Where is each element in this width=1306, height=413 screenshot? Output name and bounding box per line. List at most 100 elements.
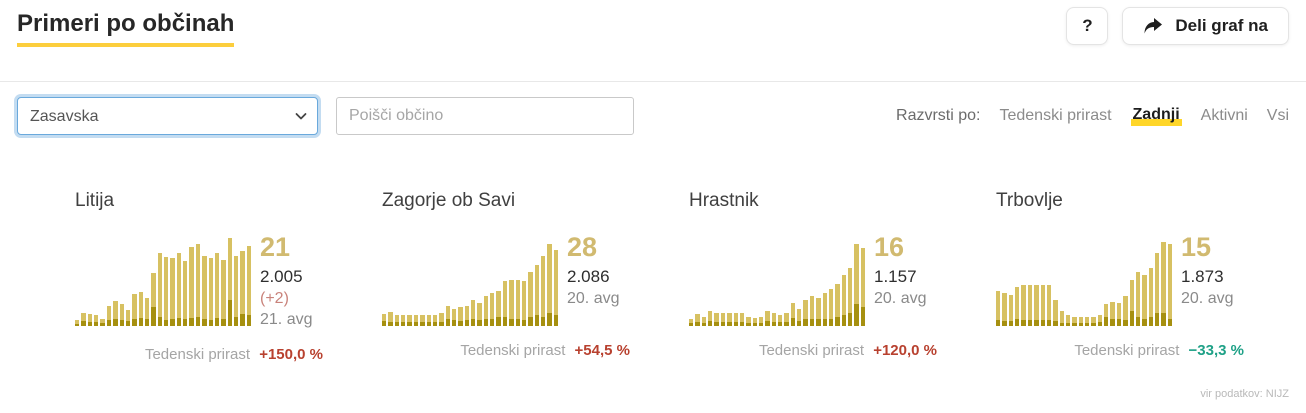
chart-bar (790, 302, 796, 326)
chart-bar-active-segment (382, 321, 387, 326)
chart-bar-active-segment (689, 323, 694, 326)
last-date: 20. avg (567, 290, 620, 308)
chart-bar (100, 318, 105, 326)
chart-bar-active-segment (528, 316, 533, 326)
cases-bar-chart[interactable] (996, 233, 1173, 326)
chart-bar (1027, 285, 1033, 326)
chart-bar-active-segment (708, 321, 713, 326)
chart-bar (221, 259, 226, 326)
chart-bar (854, 244, 859, 326)
chart-bar-active-segment (797, 321, 802, 326)
chart-bar (94, 314, 99, 326)
chart-bar (553, 249, 559, 326)
sort-group: Razvrsti po: Tedenski prirast Zadnji Akt… (896, 97, 1289, 135)
chart-bar (727, 312, 732, 326)
last-date: 21. avg (260, 311, 313, 329)
chart-bar (246, 246, 252, 326)
chart-bar-active-segment (540, 316, 546, 326)
chart-bar (407, 314, 412, 326)
cases-bar-chart[interactable] (382, 233, 559, 326)
chart-bar-active-segment (547, 312, 552, 326)
total-cases: 2.086 (567, 266, 610, 286)
sort-option-aktivni[interactable]: Aktivni (1200, 107, 1248, 124)
chart-bar (1135, 272, 1141, 326)
chart-bar-active-segment (394, 322, 400, 326)
chart-bar (233, 256, 239, 326)
chart-bar-active-segment (765, 321, 770, 326)
chart-bar (816, 298, 821, 326)
chart-bar (1002, 293, 1007, 326)
chart-bar (689, 318, 694, 326)
chart-bar-active-segment (803, 318, 808, 326)
chart-bar (1129, 279, 1134, 326)
chart-bar-active-segment (784, 322, 789, 326)
chart-bar-active-segment (746, 323, 751, 326)
trend-value: −33,3 % (1188, 342, 1244, 359)
chart-bar-active-segment (727, 322, 732, 326)
chart-bar-active-segment (496, 316, 501, 326)
card-info: 15 1.873 20. avg (1181, 232, 1234, 326)
chart-bar-active-segment (1059, 323, 1064, 326)
help-button[interactable]: ? (1066, 7, 1109, 45)
region-select[interactable]: Zasavska (17, 97, 318, 135)
municipality-card-zagorje-ob-savi: Zagorje ob Savi 28 2.086 20. avg Tedensk… (382, 190, 630, 363)
chart-bar (394, 314, 400, 326)
chart-bar-active-segment (1002, 321, 1007, 326)
municipality-title: Trbovlje (996, 190, 1063, 211)
trend-label: Tedenski prirast (144, 346, 251, 364)
sort-option-zadnji[interactable]: Zadnji (1130, 106, 1182, 126)
search-input[interactable] (336, 97, 634, 135)
trend-value: +120,0 % (873, 342, 937, 359)
total-cases: 1.873 (1181, 266, 1224, 286)
cases-bar-chart[interactable] (75, 233, 252, 326)
chart-bar-active-segment (847, 312, 853, 326)
chart-bar (119, 303, 124, 326)
card-footer: Tedenski prirast +150,0 % (75, 346, 323, 363)
chart-bar (822, 293, 827, 326)
chart-bar-active-segment (1154, 312, 1160, 326)
chart-bar-active-segment (828, 318, 834, 326)
chart-bar (413, 314, 419, 326)
chart-bar (189, 246, 194, 326)
chart-bar (521, 281, 527, 326)
chart-bar-active-segment (1085, 323, 1090, 326)
chart-bar (784, 312, 789, 326)
chart-bar (176, 252, 182, 326)
chart-bar-active-segment (521, 320, 527, 326)
chart-bar-active-segment (451, 320, 457, 326)
chart-bar (496, 290, 501, 326)
sort-label: Razvrsti po: (896, 107, 981, 124)
chart-bar-active-segment (426, 322, 431, 326)
chart-bar-active-segment (151, 307, 156, 326)
chart-bar (471, 299, 476, 326)
chart-bar (432, 314, 438, 326)
chart-bar (1161, 242, 1166, 326)
chart-bar-active-segment (233, 316, 239, 326)
chart-bar-active-segment (75, 324, 80, 326)
share-button[interactable]: Deli graf na (1122, 7, 1289, 45)
cases-bar-chart[interactable] (689, 233, 866, 326)
chart-bar-active-segment (407, 322, 412, 326)
municipality-title: Litija (75, 190, 115, 211)
chart-bar-active-segment (477, 320, 482, 326)
chart-bar (106, 306, 112, 326)
filter-row: Zasavska Razvrsti po: Tedenski prirast Z… (17, 97, 1289, 135)
chart-bar (439, 312, 444, 326)
chart-bar-active-segment (157, 316, 163, 326)
chart-bar (847, 268, 853, 326)
chart-bar-active-segment (790, 317, 796, 326)
sort-option-vsi[interactable]: Vsi (1266, 107, 1289, 124)
chart-bar-active-segment (695, 322, 700, 326)
chart-bar-active-segment (1015, 318, 1020, 326)
last-day-value: 21 (260, 232, 291, 262)
last-date: 20. avg (1181, 290, 1234, 308)
chart-bar-active-segment (1008, 321, 1014, 326)
card-info: 16 1.157 20. avg (874, 232, 926, 326)
chart-bar (1065, 314, 1071, 326)
chart-bar-active-segment (439, 322, 444, 326)
sort-option-tedenski-prirast[interactable]: Tedenski prirast (999, 107, 1112, 124)
chart-bar-active-segment (1065, 323, 1071, 326)
chart-bar-active-segment (733, 322, 738, 326)
chart-bar (502, 281, 508, 326)
chart-bar (540, 256, 546, 326)
